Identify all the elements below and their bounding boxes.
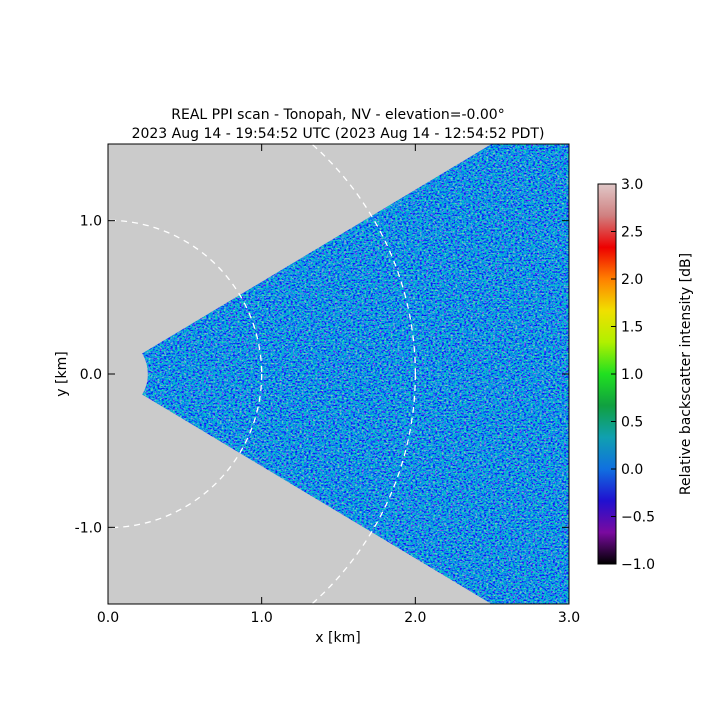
colorbar-tick-label: 2.0 [621,272,643,288]
y-axis-label: y [km] [54,351,70,396]
range-ring [108,219,263,529]
y-tick-label: -1.0 [75,520,102,536]
y-tick-label: 0.0 [80,367,102,383]
colorbar-tick-label: 0.0 [621,462,643,478]
chart-title: REAL PPI scan - Tonopah, NV - elevation=… [171,107,504,123]
colorbar-tick-label: −1.0 [621,557,655,573]
colorbar-tick-label: 1.0 [621,367,643,383]
x-tick-label: 3.0 [558,610,580,626]
colorbar-tick-label: 3.0 [621,177,643,193]
y-tick-label: 1.0 [80,214,102,230]
colorbar-label: Relative backscatter intensity [dB] [678,253,694,495]
x-tick-label: 2.0 [404,610,426,626]
x-tick-label: 1.0 [251,610,273,626]
x-tick-label: 0.0 [97,610,119,626]
chart-subtitle: 2023 Aug 14 - 19:54:52 UTC (2023 Aug 14 … [132,126,545,142]
colorbar-tick-label: −0.5 [621,510,655,526]
plot-area [108,144,569,604]
colorbar-tick-label: 1.5 [621,320,643,336]
colorbar-tick-label: 2.5 [621,225,643,241]
colorbar-tick-label: 0.5 [621,415,643,431]
x-axis-label: x [km] [315,630,360,646]
range-ring [310,144,416,604]
